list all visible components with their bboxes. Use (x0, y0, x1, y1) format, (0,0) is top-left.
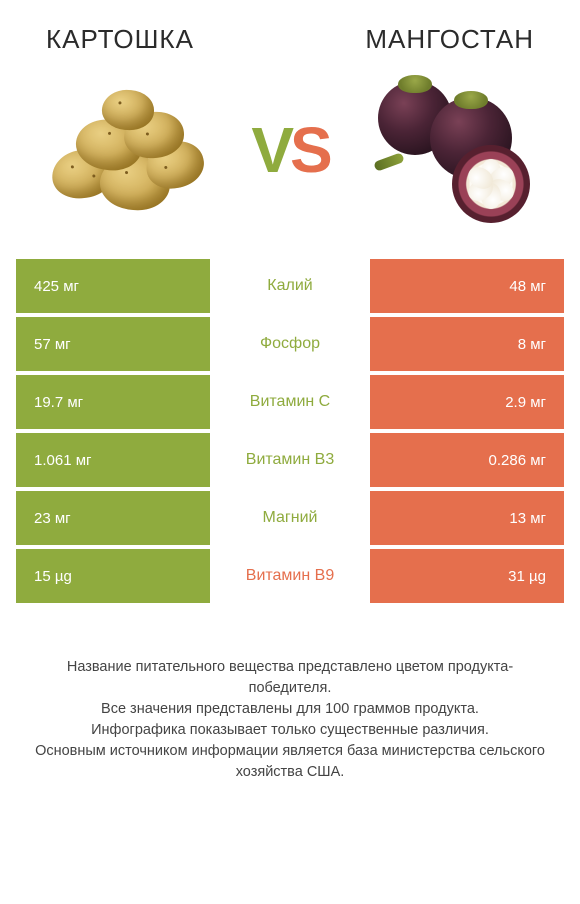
right-value-cell: 48 мг (370, 259, 564, 313)
nutrient-label-cell: Калий (210, 259, 370, 313)
table-row: 19.7 мгВитамин C2.9 мг (16, 375, 564, 429)
nutrient-label-cell: Витамин B3 (210, 433, 370, 487)
table-row: 15 µgВитамин B931 µg (16, 549, 564, 603)
left-value-cell: 19.7 мг (16, 375, 210, 429)
right-product-title: МАНГОСТАН (365, 24, 534, 55)
footer-line-1: Название питательного вещества представл… (26, 657, 554, 699)
nutrient-label-cell: Витамин C (210, 375, 370, 429)
left-value-cell: 1.061 мг (16, 433, 210, 487)
right-value-cell: 31 µg (370, 549, 564, 603)
nutrient-label-cell: Фосфор (210, 317, 370, 371)
footer-line-2: Все значения представлены для 100 граммо… (26, 699, 554, 720)
nutrient-label-cell: Магний (210, 491, 370, 545)
right-product-image (374, 75, 534, 225)
left-value-cell: 23 мг (16, 491, 210, 545)
right-value-cell: 13 мг (370, 491, 564, 545)
left-value-cell: 15 µg (16, 549, 210, 603)
vs-label: VS (251, 113, 328, 187)
table-row: 57 мгФосфор8 мг (16, 317, 564, 371)
table-row: 425 мгКалий48 мг (16, 259, 564, 313)
table-row: 1.061 мгВитамин B30.286 мг (16, 433, 564, 487)
left-product-image (46, 75, 206, 225)
right-value-cell: 2.9 мг (370, 375, 564, 429)
left-product-title: КАРТОШКА (46, 24, 194, 55)
left-value-cell: 425 мг (16, 259, 210, 313)
table-row: 23 мгМагний13 мг (16, 491, 564, 545)
nutrient-table: 425 мгКалий48 мг57 мгФосфор8 мг19.7 мгВи… (16, 259, 564, 607)
footer-line-3: Инфографика показывает только существенн… (26, 720, 554, 741)
right-value-cell: 0.286 мг (370, 433, 564, 487)
footer-notes: Название питательного вещества представл… (16, 657, 564, 783)
footer-line-4: Основным источником информации является … (26, 741, 554, 783)
left-value-cell: 57 мг (16, 317, 210, 371)
nutrient-label-cell: Витамин B9 (210, 549, 370, 603)
hero-row: VS (16, 65, 564, 259)
right-value-cell: 8 мг (370, 317, 564, 371)
infographic-container: КАРТОШКА МАНГОСТАН VS (0, 0, 580, 904)
title-row: КАРТОШКА МАНГОСТАН (16, 24, 564, 65)
vs-v: V (251, 113, 290, 187)
vs-s: S (290, 113, 329, 187)
